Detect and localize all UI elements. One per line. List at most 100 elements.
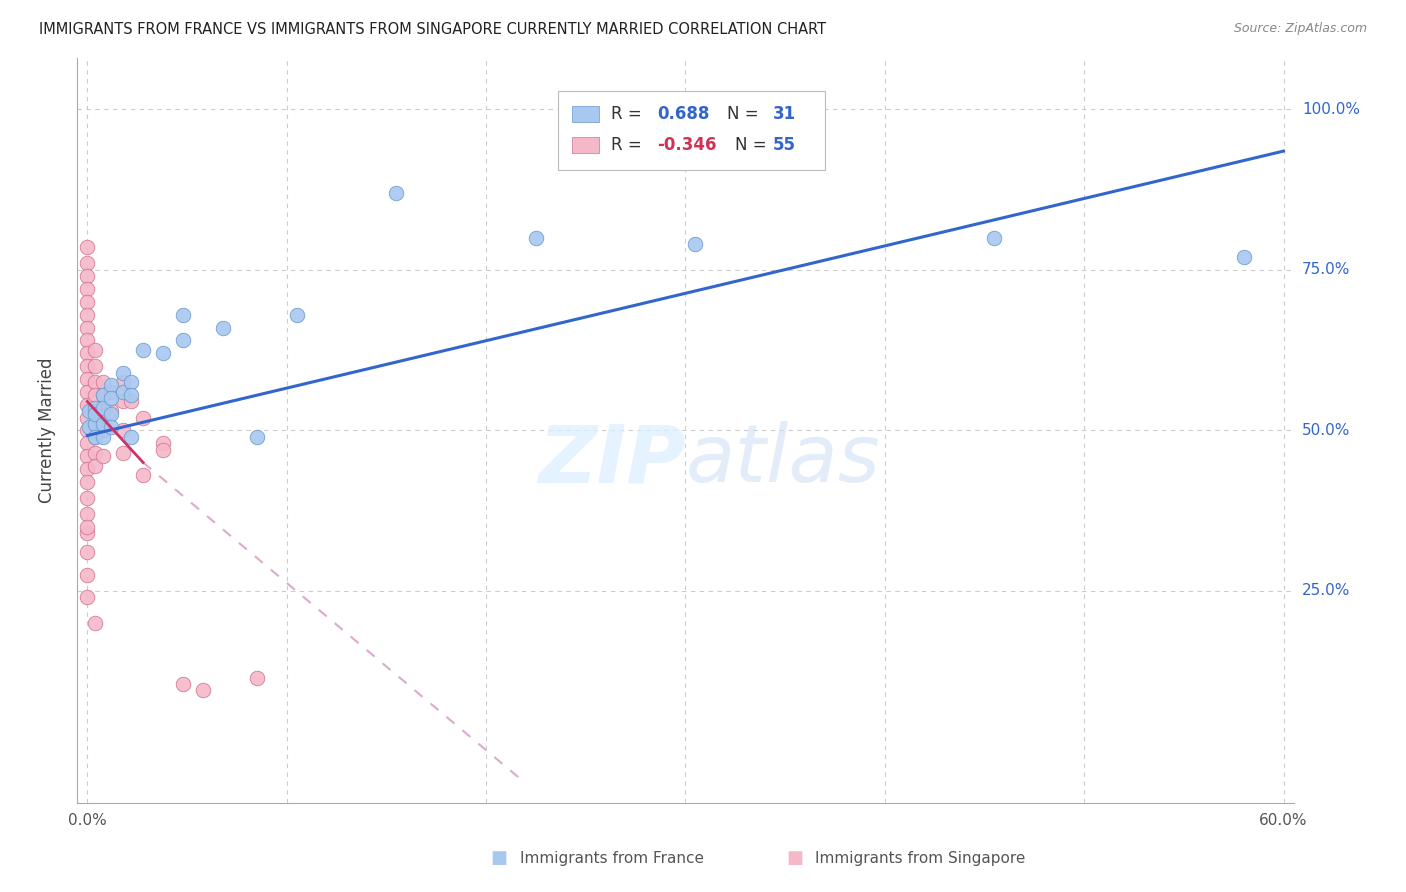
Text: 25.0%: 25.0% [1302,583,1350,599]
Text: Immigrants from France: Immigrants from France [520,851,704,865]
Point [76,410,98,425]
Point [152,436,174,450]
Text: -0.346: -0.346 [658,136,717,154]
Point [84,417,107,431]
Text: 31: 31 [773,105,796,123]
Text: N =: N = [727,105,763,123]
Point [76,462,98,476]
Point [84,417,107,431]
Point [112,446,135,460]
FancyBboxPatch shape [572,105,599,122]
Point [76,308,98,322]
Point [100,384,122,399]
Point [84,408,107,422]
Point [76,436,98,450]
Point [100,378,122,392]
Point [100,404,122,418]
FancyBboxPatch shape [558,92,825,169]
Point [152,346,174,360]
Point [385,186,408,200]
Point [84,343,107,358]
Text: 0.688: 0.688 [658,105,710,123]
Text: Source: ZipAtlas.com: Source: ZipAtlas.com [1233,22,1367,36]
Point [79,420,101,434]
Point [152,442,174,457]
Point [685,237,707,252]
Point [76,240,98,254]
Point [91,430,114,444]
Text: 50.0%: 50.0% [1302,423,1350,438]
Point [100,420,122,434]
Point [76,256,98,270]
Point [120,430,142,444]
Point [76,372,98,386]
Point [76,359,98,374]
Point [84,388,107,402]
Point [132,343,155,358]
Point [76,334,98,348]
Point [76,449,98,463]
Point [91,401,114,415]
Point [132,468,155,483]
Text: IMMIGRANTS FROM FRANCE VS IMMIGRANTS FROM SINGAPORE CURRENTLY MARRIED CORRELATIO: IMMIGRANTS FROM FRANCE VS IMMIGRANTS FRO… [39,22,827,37]
Point [112,424,135,438]
Text: 55: 55 [773,136,796,154]
Point [79,404,101,418]
Point [76,491,98,505]
Point [112,384,135,399]
Text: R =: R = [612,105,647,123]
Point [84,446,107,460]
Point [76,567,98,582]
Point [524,231,547,245]
Text: Immigrants from Singapore: Immigrants from Singapore [815,851,1026,865]
Point [112,394,135,409]
Point [84,430,107,444]
Text: ZIP: ZIP [538,421,686,500]
Point [76,398,98,412]
FancyBboxPatch shape [572,137,599,153]
Point [285,308,308,322]
Point [112,366,135,380]
Point [76,282,98,296]
Point [76,545,98,559]
Point [246,430,269,444]
Point [84,401,107,415]
Point [246,671,269,685]
Point [120,394,142,409]
Point [112,376,135,390]
Point [84,376,107,390]
Point [120,388,142,402]
Point [76,320,98,334]
Point [76,295,98,310]
Point [84,359,107,374]
Point [76,424,98,438]
Point [1233,250,1256,264]
Point [84,430,107,444]
Point [91,376,114,390]
Point [132,410,155,425]
Point [84,404,107,418]
Point [76,591,98,605]
Point [76,384,98,399]
Point [91,404,114,418]
Point [120,376,142,390]
Text: 100.0%: 100.0% [1302,102,1360,117]
Point [76,507,98,521]
Y-axis label: Currently Married: Currently Married [38,358,56,503]
Point [172,334,194,348]
Point [91,424,114,438]
Point [172,677,194,691]
Text: 75.0%: 75.0% [1302,262,1350,277]
Text: ■: ■ [786,849,803,867]
Point [76,526,98,541]
Point [84,458,107,473]
Point [91,388,114,402]
Point [212,320,235,334]
Point [76,475,98,489]
Point [91,449,114,463]
Text: N =: N = [735,136,772,154]
Point [76,346,98,360]
Text: atlas: atlas [686,421,880,500]
Point [91,417,114,431]
Point [100,392,122,406]
